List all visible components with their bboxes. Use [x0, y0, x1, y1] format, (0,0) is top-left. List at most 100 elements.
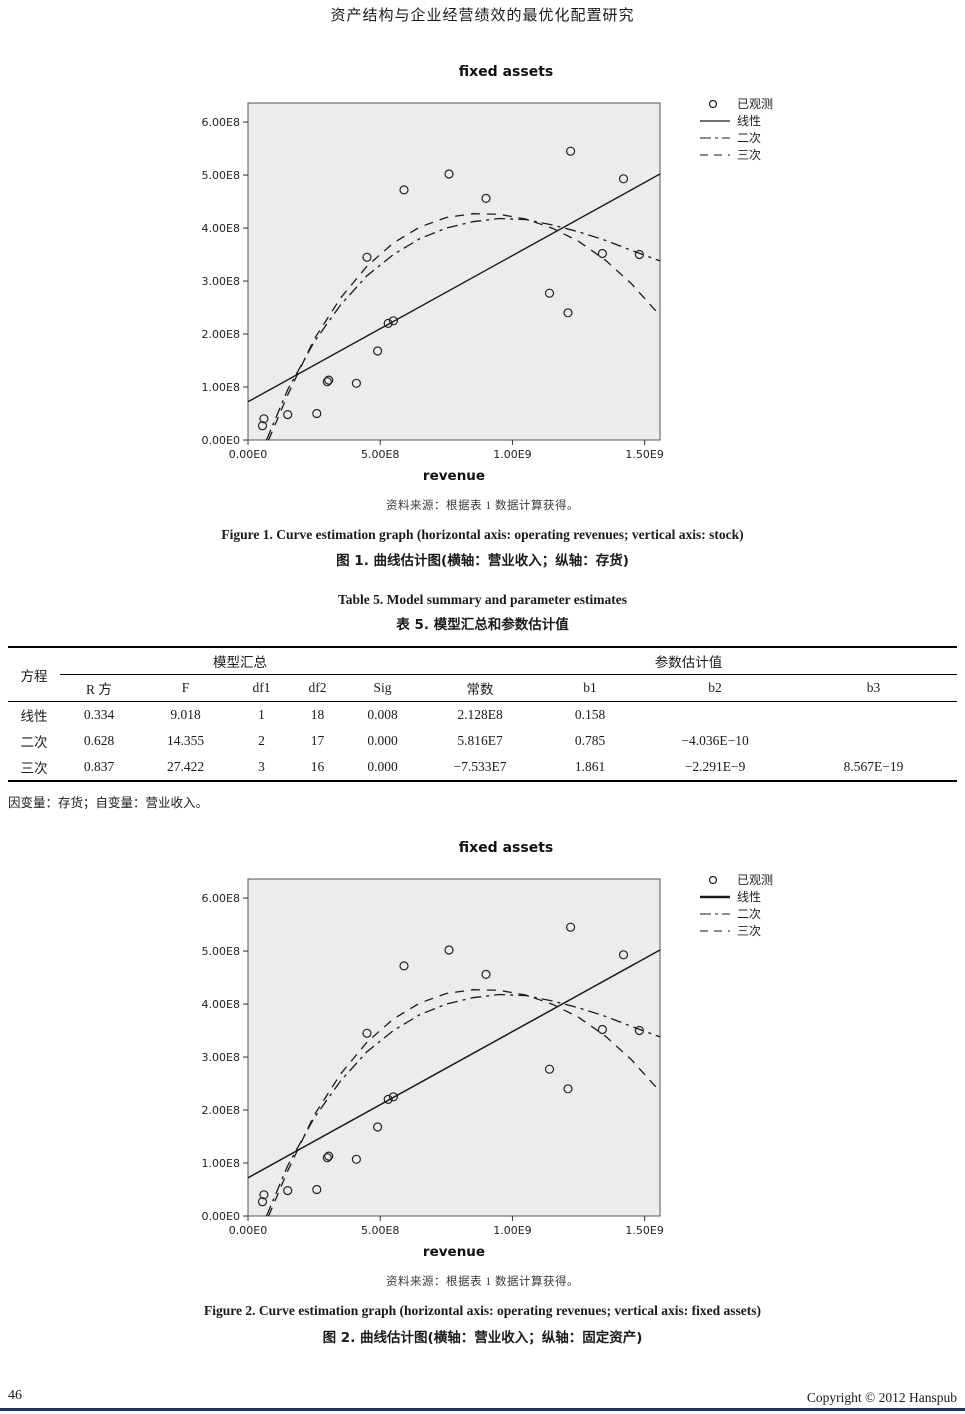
legend-label: 二次: [737, 131, 761, 145]
col-header-r-square: R 方: [60, 674, 138, 702]
figure-2-source-note: 资料来源：根据表 1 数据计算获得。: [386, 1276, 579, 1288]
y-tick-label: 6.00E8: [202, 116, 240, 129]
data-point: [566, 146, 576, 156]
cell: 0.628: [83, 733, 115, 748]
chart-title: fixed assets: [459, 64, 553, 80]
cell: 18: [310, 707, 325, 722]
data-point: [362, 252, 372, 262]
cell: 0.785: [574, 733, 606, 748]
cell: 0.334: [83, 707, 115, 722]
y-tick-label: 0.00E0: [202, 1210, 240, 1223]
data-point: [312, 1184, 322, 1195]
x-tick-label: 1.00E9: [493, 448, 531, 461]
y-tick-label: 4.00E8: [202, 222, 240, 235]
cell: −7.533E7: [453, 759, 507, 774]
y-tick-label: 6.00E8: [202, 892, 240, 905]
legend-label: 线性: [737, 890, 761, 904]
data-point: [563, 1084, 573, 1094]
col-header-constant: 常数: [420, 674, 541, 702]
col-header-sig: Sig: [345, 674, 421, 702]
cell: [640, 702, 790, 729]
data-point: [373, 346, 383, 356]
page-number: 46: [8, 1388, 22, 1403]
data-point: [444, 945, 454, 955]
legend-label: 三次: [737, 148, 761, 162]
data-point: [634, 1025, 644, 1036]
y-tick-label: 5.00E8: [202, 945, 240, 958]
fit-curve-2: [268, 989, 661, 1217]
page-header-title: 资产结构与企业经营绩效的最优化配置研究: [330, 8, 635, 24]
data-point: [444, 169, 454, 179]
data-point: [399, 185, 409, 195]
x-tick-label: 0.00E0: [229, 448, 267, 461]
cell: −2.291E−9: [684, 759, 746, 774]
fit-curve-2: [268, 213, 661, 441]
cell: 0.837: [83, 759, 115, 774]
data-point: [259, 1190, 269, 1200]
cell: 14.355: [166, 733, 205, 748]
cell: 27.422: [166, 759, 205, 774]
data-point: [544, 1064, 555, 1074]
data-point: [618, 950, 629, 960]
col-header-f: F: [138, 674, 233, 702]
data-point: [481, 969, 491, 979]
chart-title: fixed assets: [459, 840, 553, 856]
data-point: [634, 249, 644, 260]
cell: [790, 702, 957, 729]
legend-label: 三次: [737, 924, 761, 938]
cell: 5.816E7: [457, 733, 503, 748]
cell: 3: [258, 759, 265, 774]
table-row-quadratic: 二次 0.628 14.355 2 17 0.000 5.816E7 0.785…: [8, 728, 957, 754]
data-point: [563, 308, 573, 318]
cell: −4.036E−10: [681, 733, 749, 748]
data-point: [283, 1186, 293, 1196]
cell: 17: [310, 733, 325, 748]
x-axis-label: revenue: [423, 1244, 485, 1260]
col-header-b2: b2: [640, 674, 791, 702]
y-tick-label: 4.00E8: [202, 998, 240, 1011]
data-point: [399, 961, 409, 971]
legend-marker-icon: [708, 875, 718, 885]
data-point: [324, 1151, 334, 1161]
cell: 2: [258, 733, 265, 748]
x-tick-label: 5.00E8: [361, 1224, 399, 1237]
footer-rule: [0, 1408, 965, 1411]
cell: 2.128E8: [457, 707, 503, 722]
data-point: [322, 1153, 332, 1163]
data-point: [312, 408, 322, 419]
data-point: [322, 377, 332, 387]
legend-marker-icon: [708, 99, 718, 109]
col-header-b1: b1: [540, 674, 641, 702]
data-point: [257, 1197, 268, 1207]
table-5-footnote: 因变量：存货；自变量：营业收入。: [8, 795, 209, 810]
data-point: [383, 318, 393, 328]
data-point: [351, 378, 361, 388]
cell: 16: [310, 759, 325, 774]
plot-area: [247, 102, 661, 441]
table-5-title-zh: 表 5. 模型汇总和参数估计值: [396, 617, 569, 633]
data-point: [618, 174, 629, 184]
row-label: 二次: [20, 735, 48, 751]
x-tick-label: 0.00E0: [229, 1224, 267, 1237]
data-point: [481, 193, 491, 203]
data-point: [388, 1092, 398, 1102]
figure-1-caption-zh: 图 1. 曲线估计图(横轴：营业收入；纵轴：存货): [336, 553, 629, 569]
y-tick-label: 1.00E8: [202, 1157, 240, 1170]
figure-2-caption-zh: 图 2. 曲线估计图(横轴：营业收入；纵轴：固定资产): [322, 1330, 643, 1346]
x-tick-label: 1.50E9: [625, 1224, 663, 1237]
curve-estimation-chart-figure-2: fixed assets 0.00E0 1.00E8 2.00E8 3.00E8 4.00…: [202, 840, 773, 1260]
cell: 1: [258, 707, 265, 722]
data-point: [597, 1024, 607, 1035]
model-summary-table: 方程 模型汇总 参数估计值 R 方 F df1 df2 Sig 常数 b1 b2…: [8, 646, 958, 782]
col-header-df2: df2: [290, 674, 345, 702]
group-header-model-summary: 模型汇总: [60, 647, 421, 675]
data-point: [324, 375, 334, 385]
col-header-df1: df1: [233, 674, 290, 702]
col-header-b3: b3: [790, 674, 958, 702]
legend-label: 线性: [737, 114, 761, 128]
data-point: [383, 1094, 393, 1104]
y-tick-label: 3.00E8: [202, 275, 240, 288]
y-tick-label: 5.00E8: [202, 169, 240, 182]
data-point: [351, 1154, 361, 1164]
